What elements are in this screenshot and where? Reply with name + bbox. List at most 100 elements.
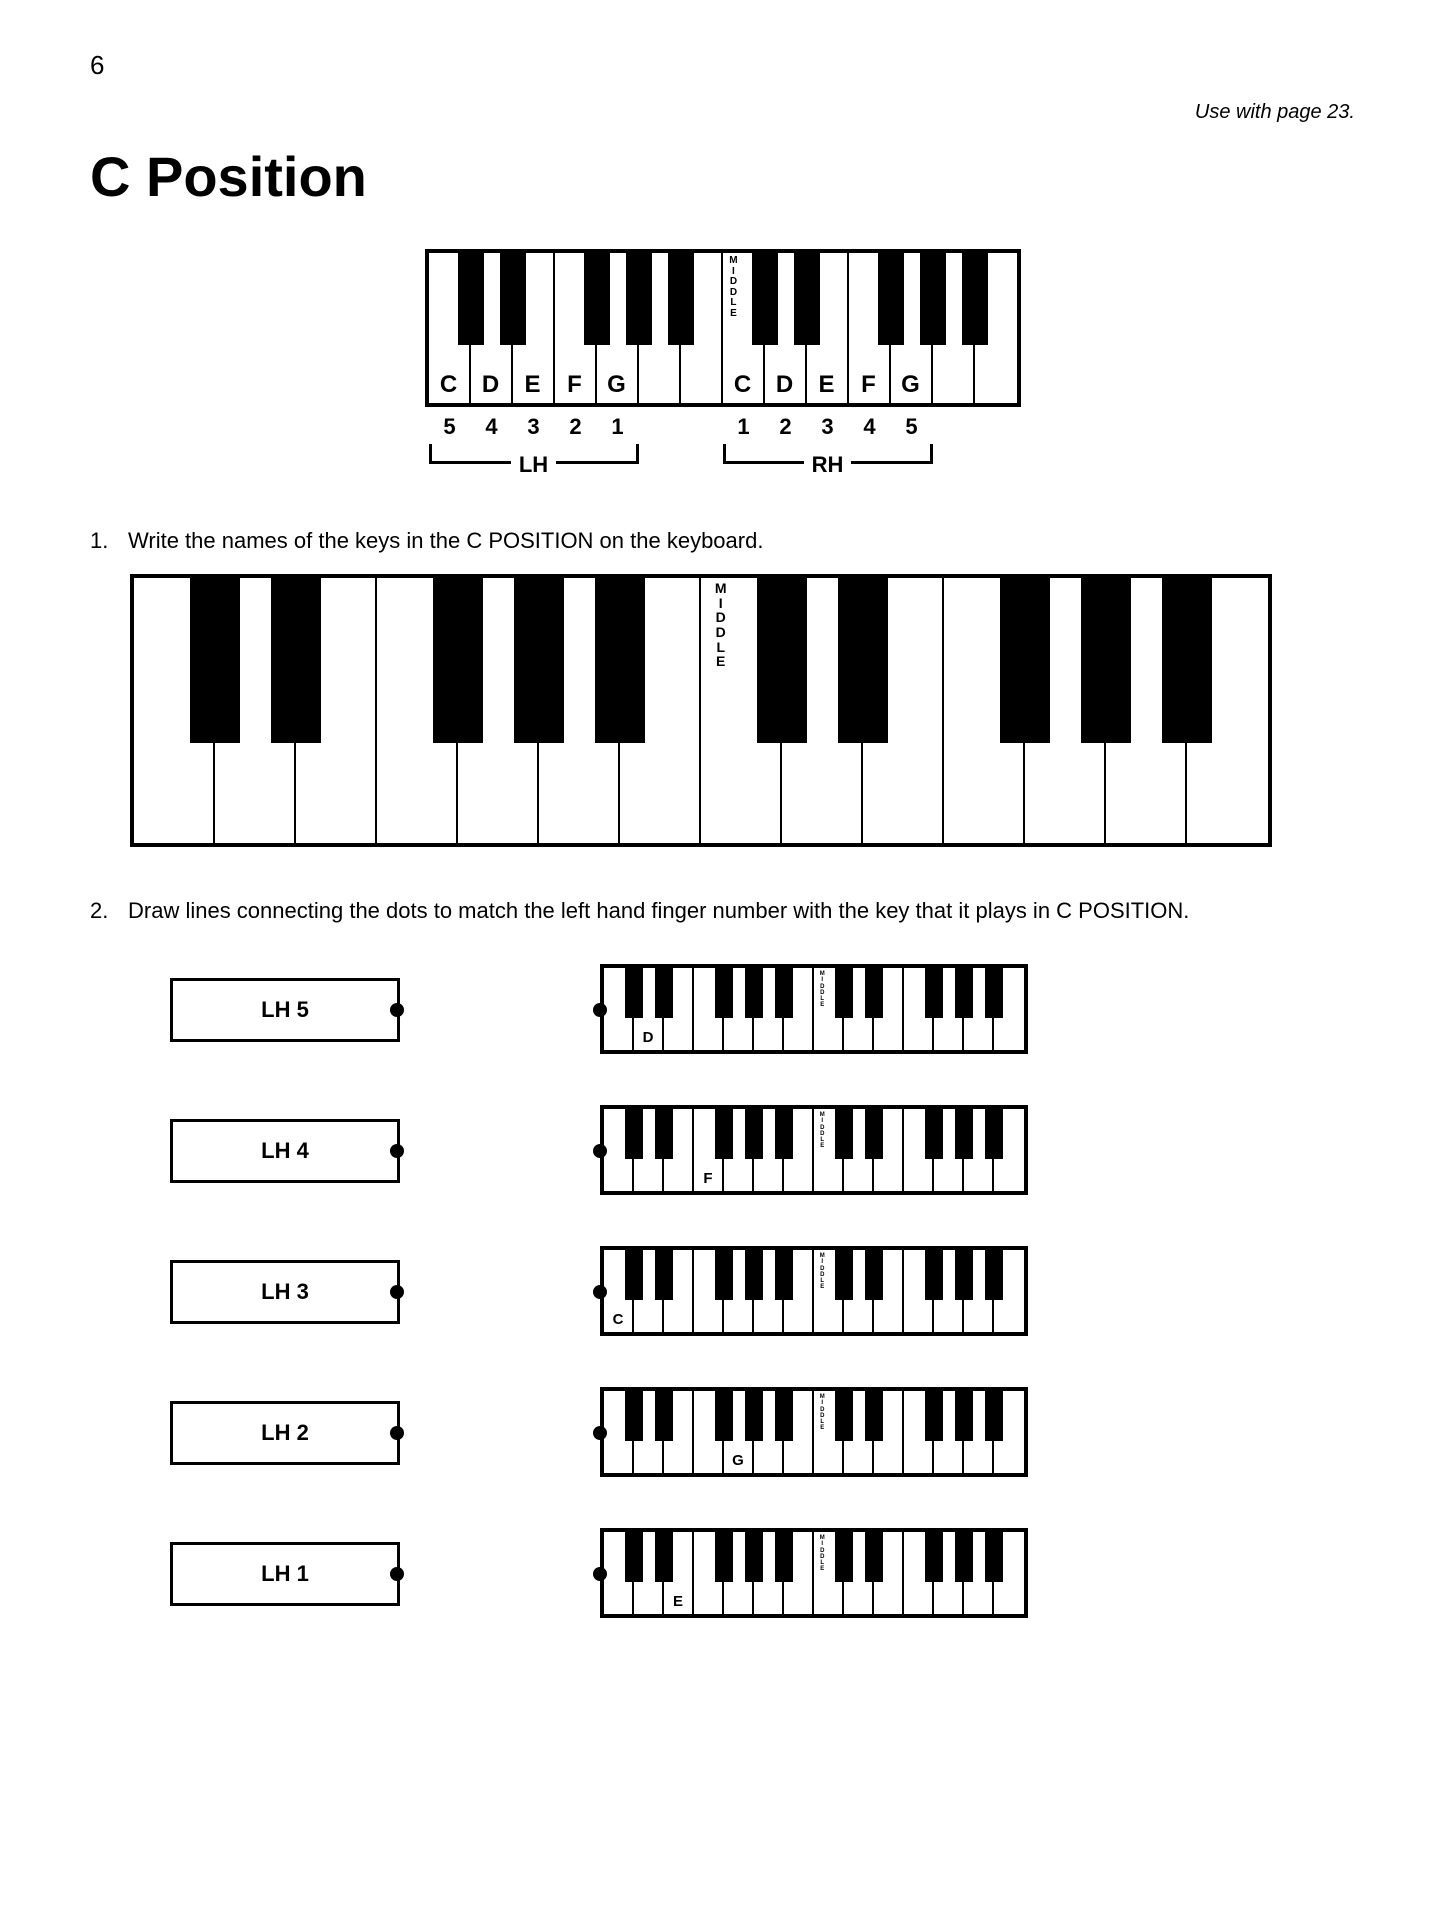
black-key: [985, 1109, 1003, 1159]
page-title: C Position: [90, 144, 1355, 209]
black-key: [745, 1109, 763, 1159]
black-key: [1162, 578, 1212, 743]
key-label: E: [513, 371, 553, 399]
question-2: 2. Draw lines connecting the dots to mat…: [90, 898, 1355, 924]
question-text: Write the names of the keys in the C POS…: [128, 528, 1355, 554]
middle-c-marker: MIDDLE: [816, 968, 830, 1018]
question-number: 1.: [90, 528, 110, 554]
finger-number: 3: [513, 414, 555, 440]
key-label: F: [555, 371, 595, 399]
piano-keyboard: EMIDDLE: [600, 1528, 1028, 1618]
black-key: [625, 968, 643, 1018]
connection-dot: [593, 1426, 607, 1440]
black-key: [835, 1250, 853, 1300]
black-key: [835, 968, 853, 1018]
match-row: LH 2 GMIDDLE: [90, 1387, 1355, 1478]
key-label: E: [807, 371, 847, 399]
black-key: [865, 1250, 883, 1300]
black-key: [985, 1250, 1003, 1300]
black-key: [745, 1250, 763, 1300]
reference-keyboard: CDEFGCDEFGMIDDLE: [90, 249, 1355, 408]
match-row: LH 5DMIDDLE: [90, 964, 1355, 1055]
black-key: [794, 253, 820, 345]
lh-finger-box: LH 2: [170, 1401, 400, 1465]
piano-keyboard: GMIDDLE: [600, 1387, 1028, 1477]
key-label: E: [664, 1593, 692, 1610]
black-key: [838, 578, 888, 743]
key-label: G: [891, 371, 931, 399]
black-key: [955, 1109, 973, 1159]
black-key: [655, 1109, 673, 1159]
key-label: C: [429, 371, 469, 399]
mini-keyboard-wrap: C MIDDLE: [600, 1246, 1028, 1337]
black-key: [920, 253, 946, 345]
black-key: [715, 1109, 733, 1159]
black-key: [835, 1391, 853, 1441]
black-key: [625, 1109, 643, 1159]
black-key: [625, 1391, 643, 1441]
black-key: [985, 1532, 1003, 1582]
black-key: [925, 1109, 943, 1159]
black-key: [626, 253, 652, 345]
black-key: [865, 1109, 883, 1159]
black-key: [655, 1532, 673, 1582]
connection-dot: [390, 1426, 404, 1440]
middle-c-marker: MIDDLE: [816, 1391, 830, 1441]
black-key: [655, 1391, 673, 1441]
black-key: [715, 968, 733, 1018]
black-key: [190, 578, 240, 743]
key-label: D: [634, 1029, 662, 1046]
middle-c-marker: MIDDLE: [816, 1109, 830, 1159]
black-key: [715, 1532, 733, 1582]
finger-number: 5: [891, 414, 933, 440]
black-key: [925, 968, 943, 1018]
mini-keyboard-wrap: EMIDDLE: [600, 1528, 1028, 1619]
connection-dot: [390, 1144, 404, 1158]
black-key: [878, 253, 904, 345]
black-key: [865, 968, 883, 1018]
lh-finger-box: LH 1: [170, 1542, 400, 1606]
black-key: [835, 1532, 853, 1582]
black-key: [595, 578, 645, 743]
black-key: [865, 1391, 883, 1441]
piano-keyboard: D MIDDLE: [600, 964, 1028, 1054]
match-row: LH 4FMIDDLE: [90, 1105, 1355, 1196]
black-key: [985, 968, 1003, 1018]
key-label: C: [604, 1311, 632, 1328]
q1-keyboard: MIDDLE: [130, 574, 1355, 848]
connection-dot: [593, 1567, 607, 1581]
black-key: [1081, 578, 1131, 743]
black-key: [925, 1532, 943, 1582]
use-with-note: Use with page 23.: [90, 101, 1355, 124]
key-label: C: [723, 371, 763, 399]
black-key: [433, 578, 483, 743]
black-key: [745, 968, 763, 1018]
question-1: 1. Write the names of the keys in the C …: [90, 528, 1355, 554]
black-key: [985, 1391, 1003, 1441]
black-key: [625, 1532, 643, 1582]
black-key: [925, 1391, 943, 1441]
q2-matching-rows: LH 5DMIDDLELH 4FMIDDLELH 3CMIDDLELH 2GMI…: [90, 964, 1355, 1619]
mini-keyboard-wrap: GMIDDLE: [600, 1387, 1028, 1478]
page-number: 6: [90, 50, 1355, 81]
finger-number: 2: [765, 414, 807, 440]
connection-dot: [593, 1144, 607, 1158]
black-key: [584, 253, 610, 345]
connection-dot: [593, 1003, 607, 1017]
black-key: [668, 253, 694, 345]
black-key: [775, 968, 793, 1018]
key-label: F: [694, 1170, 722, 1187]
middle-c-marker: MIDDLE: [816, 1250, 830, 1300]
key-label: G: [597, 371, 637, 399]
key-label: D: [765, 371, 805, 399]
piano-keyboard: C MIDDLE: [600, 1246, 1028, 1336]
black-key: [745, 1391, 763, 1441]
mini-keyboard-wrap: F MIDDLE: [600, 1105, 1028, 1196]
black-key: [955, 1532, 973, 1582]
black-key: [715, 1391, 733, 1441]
black-key: [955, 1250, 973, 1300]
piano-keyboard: CDEFGCDEFGMIDDLE: [425, 249, 1021, 407]
finger-number: 1: [597, 414, 639, 440]
reference-keyboard-section: CDEFGCDEFGMIDDLE 54321LH12345RH: [90, 249, 1355, 478]
black-key: [775, 1391, 793, 1441]
